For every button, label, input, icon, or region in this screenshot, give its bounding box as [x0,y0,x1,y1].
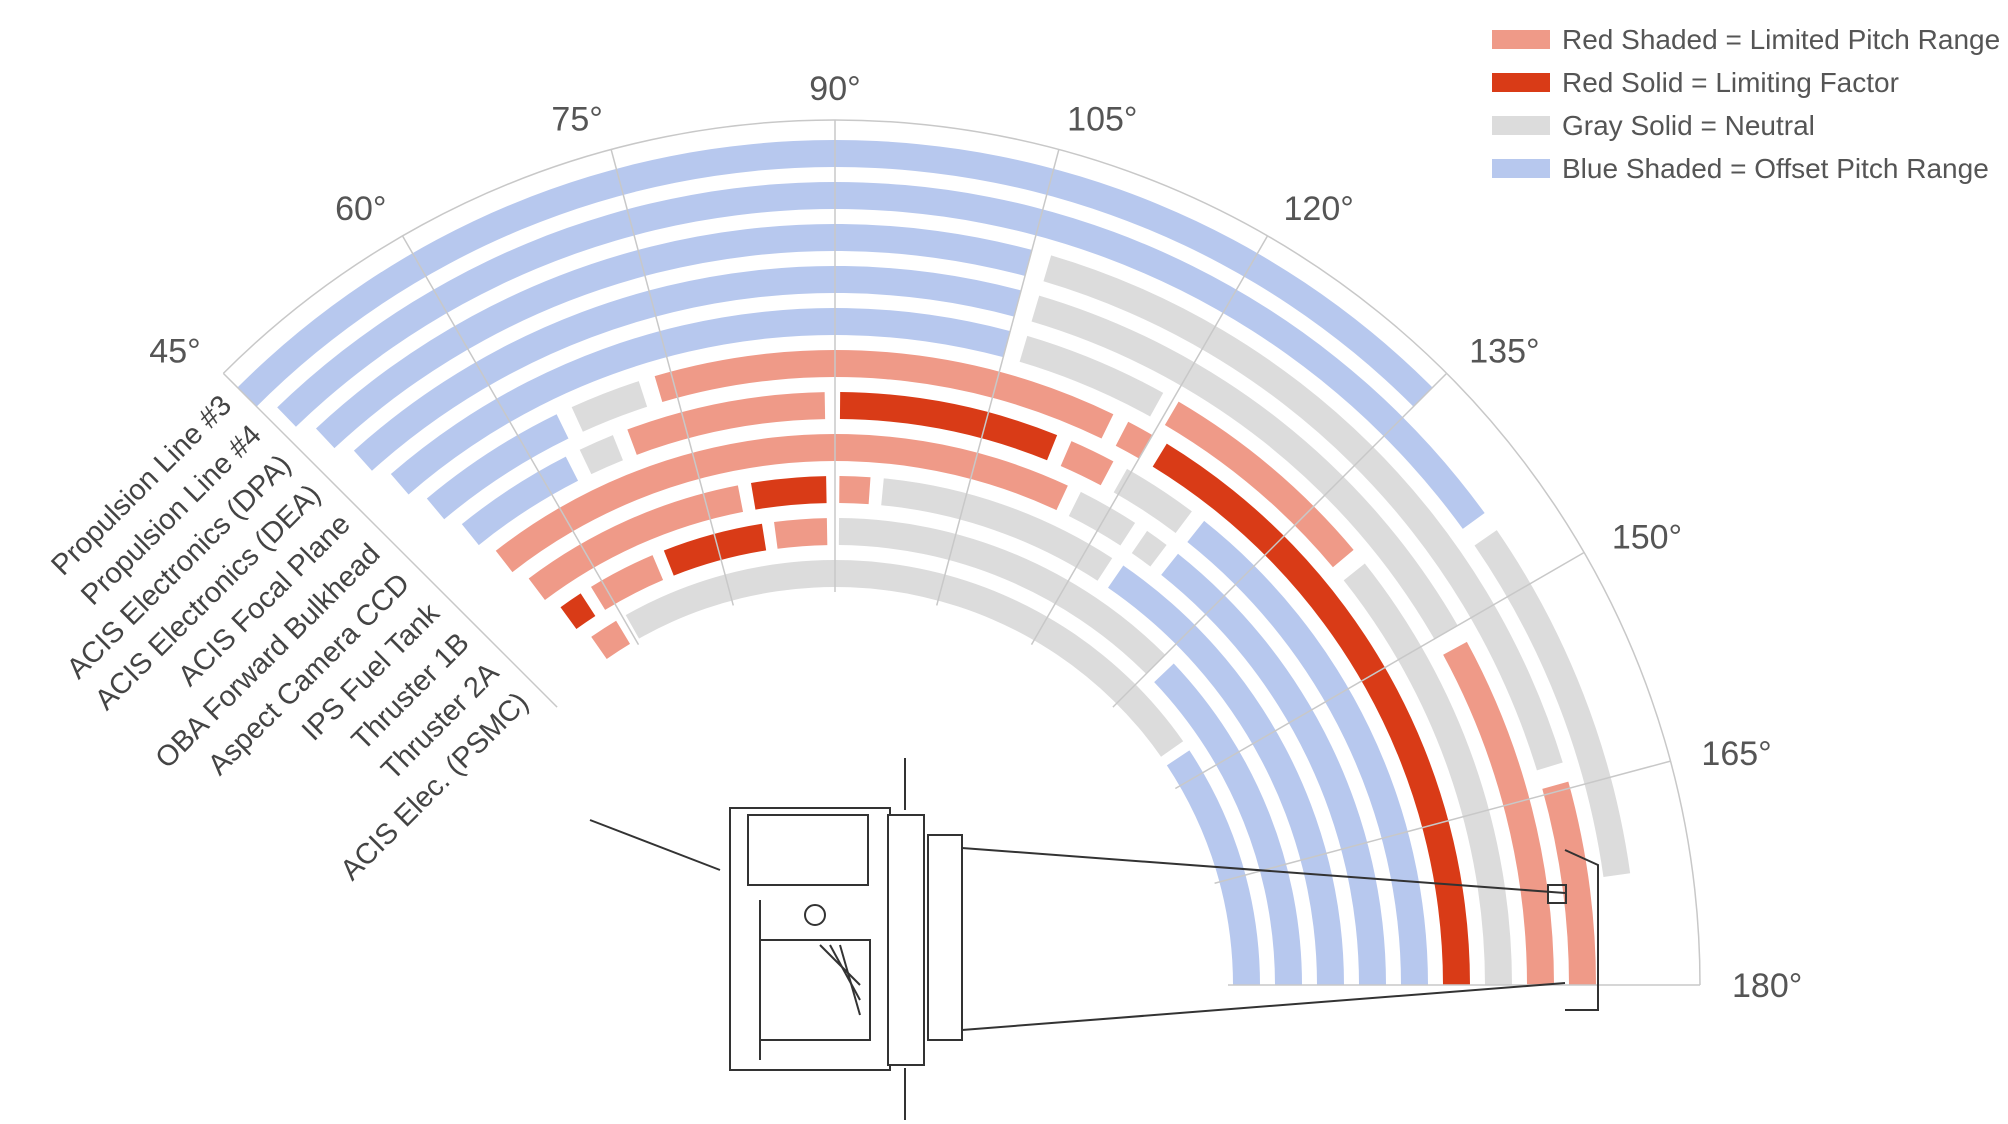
band-segment-offset [1154,663,1302,985]
band-segment-limited [1164,401,1354,568]
legend-label: Red Solid = Limiting Factor [1562,66,1899,98]
band-segment-offset [237,140,1433,407]
band-segment-offset [390,308,1011,495]
legend-label: Gray Solid = Neutral [1562,109,1815,141]
band-segment-neutral [1031,295,1458,639]
band-segment-neutral [1343,563,1512,985]
spacecraft-drawing [589,758,1599,1120]
legend-swatch [1492,116,1550,135]
band-segment-offset [426,414,569,520]
band-segment-neutral [579,435,623,475]
band-segment-limited [495,433,1068,573]
band-segment-offset [1166,750,1260,985]
legend: Red Shaded = Limited Pitch Range Red Sol… [1492,18,2000,190]
outer-arc [222,119,1701,986]
band-segment-offset [1108,565,1344,985]
band-segment-limited [839,476,871,505]
legend-label: Red Shaded = Limited Pitch Range [1562,23,2001,55]
band-segment-neutral [838,518,1166,674]
angle-label: 135° [1469,333,1539,371]
band-segment-limiting [663,523,767,576]
band-segment-limiting [560,593,596,630]
band-segment-limited [627,392,826,455]
legend-swatch [1492,73,1550,92]
band-segment-limited [1060,441,1114,486]
band-segment-limited [774,518,828,549]
band-segment-offset [1161,553,1386,985]
band-segment-offset [315,223,1032,449]
radial-line [222,372,558,708]
band-segment-limited [1443,641,1554,985]
radial-line [1112,372,1448,708]
angle-label: 75° [551,101,602,139]
angle-label: 105° [1067,101,1137,139]
band-segment-neutral [1113,468,1192,533]
legend-item-limited: Red Shaded = Limited Pitch Range [1492,18,2000,61]
angle-label: 90° [809,70,860,108]
legend-swatch [1492,159,1550,178]
radial-line [1174,551,1585,790]
band-segment-offset [277,182,1485,529]
band-segment-limiting [750,476,827,510]
angle-grid [222,119,1701,986]
radial-line [1030,235,1269,646]
band-segment-limited [590,555,664,610]
band-segment-neutral [1019,335,1164,417]
band-segment-neutral [1068,491,1136,546]
angle-label: 150° [1612,519,1682,557]
angle-label: 60° [335,190,386,228]
angle-label: 45° [149,333,200,371]
band-segment-neutral [571,381,648,432]
angle-labels: 45° 60° 75° 90° 105° 120° 135° 150° 165° 180° [149,70,1802,1005]
band-segment-limiting [1152,443,1470,985]
angle-label: 165° [1701,735,1771,773]
angle-label: 120° [1284,190,1354,228]
band-segment-offset [1187,520,1428,985]
legend-item-neutral: Gray Solid = Neutral [1492,104,2000,147]
radial-line [935,149,1060,606]
legend-swatch [1492,30,1550,49]
band-segment-limiting [839,392,1058,461]
band-segment-neutral [1474,530,1631,878]
band-segment-neutral [881,478,1113,581]
angle-label: 180° [1732,967,1802,1005]
band-segment-offset [461,456,579,546]
band-segment-neutral [1131,530,1167,567]
band-segment-limited [591,620,631,659]
legend-item-offset: Blue Shaded = Offset Pitch Range [1492,147,2000,190]
band-segment-limited [1115,421,1153,459]
component-bands [237,140,1631,985]
legend-label: Blue Shaded = Offset Pitch Range [1562,152,1989,184]
radial-line [610,149,735,606]
band-segment-limited [1542,781,1596,985]
radial-line [401,235,640,646]
band-segment-offset [353,265,1022,471]
band-segment-neutral [625,560,1184,757]
legend-item-limiting: Red Solid = Limiting Factor [1492,61,2000,104]
band-segment-limited [528,485,744,601]
radial-line [1214,760,1671,885]
